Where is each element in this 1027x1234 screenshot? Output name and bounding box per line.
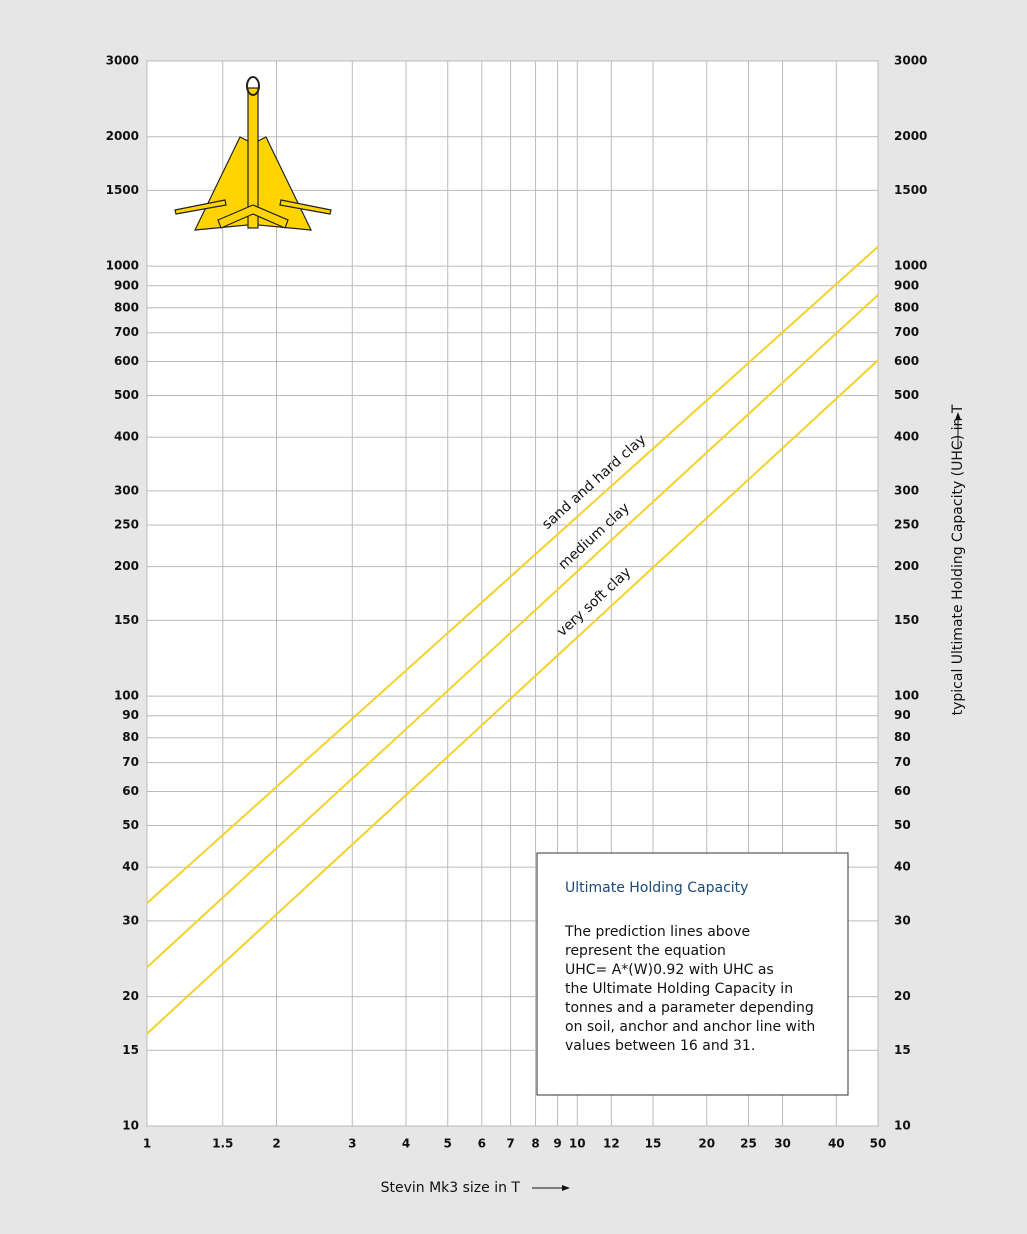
y-tick-label: 400 — [114, 430, 139, 444]
y2-tick-label: 50 — [894, 818, 911, 832]
y2-tick-label: 250 — [894, 517, 919, 531]
note-line: values between 16 and 31. — [565, 1038, 755, 1054]
note-line: on soil, anchor and anchor line with — [565, 1019, 815, 1035]
y2-tick-label: 150 — [894, 613, 919, 627]
y2-tick-label: 700 — [894, 325, 919, 339]
y2-tick-label: 600 — [894, 354, 919, 368]
y2-tick-label: 20 — [894, 989, 911, 1003]
y-tick-label: 500 — [114, 388, 139, 402]
y-tick-label: 200 — [114, 559, 139, 573]
y-arrow — [955, 412, 961, 448]
note-line: UHC= A*(W)0.92 with UHC as — [565, 962, 774, 978]
x-axis-label: Stevin Mk3 size in T — [381, 1180, 521, 1196]
note-line: represent the equation — [565, 943, 726, 959]
x-tick-label: 30 — [774, 1137, 791, 1151]
note-line: the Ultimate Holding Capacity in — [565, 981, 793, 997]
y-tick-label: 50 — [122, 818, 139, 832]
y-tick-label: 700 — [114, 325, 139, 339]
x-tick-label: 3 — [348, 1137, 356, 1151]
y-tick-label: 40 — [122, 860, 139, 874]
y-axis-label: typical Ultimate Holding Capacity (UHC) … — [950, 404, 966, 715]
y-tick-label: 600 — [114, 354, 139, 368]
x-tick-label: 7 — [506, 1137, 514, 1151]
y-tick-label: 900 — [114, 278, 139, 292]
y-tick-label: 20 — [122, 989, 139, 1003]
y-tick-label: 1500 — [106, 183, 139, 197]
y2-tick-label: 70 — [894, 755, 911, 769]
x-tick-label: 10 — [569, 1137, 586, 1151]
anchor-icon — [174, 76, 332, 231]
y-tick-label: 300 — [114, 483, 139, 497]
y2-tick-label: 60 — [894, 784, 911, 798]
y-tick-label: 100 — [114, 689, 139, 703]
x-tick-label: 2 — [272, 1137, 280, 1151]
y-tick-label: 30 — [122, 913, 139, 927]
y2-tick-label: 10 — [894, 1119, 911, 1133]
y-tick-label: 10 — [122, 1119, 139, 1133]
y2-tick-label: 300 — [894, 483, 919, 497]
y-tick-label: 2000 — [106, 129, 139, 143]
x-tick-label: 1 — [143, 1137, 151, 1151]
y2-tick-label: 200 — [894, 559, 919, 573]
y2-tick-label: 400 — [894, 430, 919, 444]
y2-tick-label: 500 — [894, 388, 919, 402]
y2-tick-label: 800 — [894, 300, 919, 314]
x-tick-label: 50 — [870, 1137, 887, 1151]
note-line: tonnes and a parameter depending — [565, 1000, 814, 1016]
note-title: Ultimate Holding Capacity — [565, 880, 748, 896]
y2-tick-label: 2000 — [894, 129, 927, 143]
y2-tick-label: 900 — [894, 278, 919, 292]
x-tick-label: 12 — [603, 1137, 620, 1151]
y-tick-label: 250 — [114, 517, 139, 531]
x-tick-label: 15 — [645, 1137, 662, 1151]
y-tick-label: 150 — [114, 613, 139, 627]
x-tick-label: 9 — [553, 1137, 561, 1151]
note-box — [536, 852, 849, 1096]
y2-tick-label: 30 — [894, 913, 911, 927]
x-tick-label: 1.5 — [212, 1137, 233, 1151]
y2-tick-label: 1500 — [894, 183, 927, 197]
y-tick-label: 800 — [114, 300, 139, 314]
note-line: The prediction lines above — [564, 924, 750, 940]
y-tick-label: 3000 — [106, 54, 139, 68]
x-tick-label: 8 — [531, 1137, 539, 1151]
x-tick-label: 4 — [402, 1137, 410, 1151]
y-tick-label: 60 — [122, 784, 139, 798]
y-tick-label: 15 — [122, 1043, 139, 1057]
x-tick-label: 5 — [444, 1137, 452, 1151]
y2-tick-label: 3000 — [894, 54, 927, 68]
x-tick-label: 25 — [740, 1137, 757, 1151]
y2-tick-label: 100 — [894, 689, 919, 703]
x-tick-label: 20 — [698, 1137, 715, 1151]
x-tick-label: 40 — [828, 1137, 845, 1151]
y-tick-label: 1000 — [106, 259, 139, 273]
series-line — [146, 245, 879, 904]
y-tick-label: 70 — [122, 755, 139, 769]
y2-tick-label: 90 — [894, 708, 911, 722]
y2-tick-label: 80 — [894, 730, 911, 744]
series-line — [146, 359, 879, 1035]
y-tick-label: 90 — [122, 708, 139, 722]
series-line — [146, 294, 879, 968]
y2-tick-label: 15 — [894, 1043, 911, 1057]
y2-tick-label: 40 — [894, 860, 911, 874]
x-tick-label: 6 — [478, 1137, 486, 1151]
y-tick-label: 80 — [122, 730, 139, 744]
x-arrow — [532, 1185, 570, 1191]
y2-tick-label: 1000 — [894, 259, 927, 273]
